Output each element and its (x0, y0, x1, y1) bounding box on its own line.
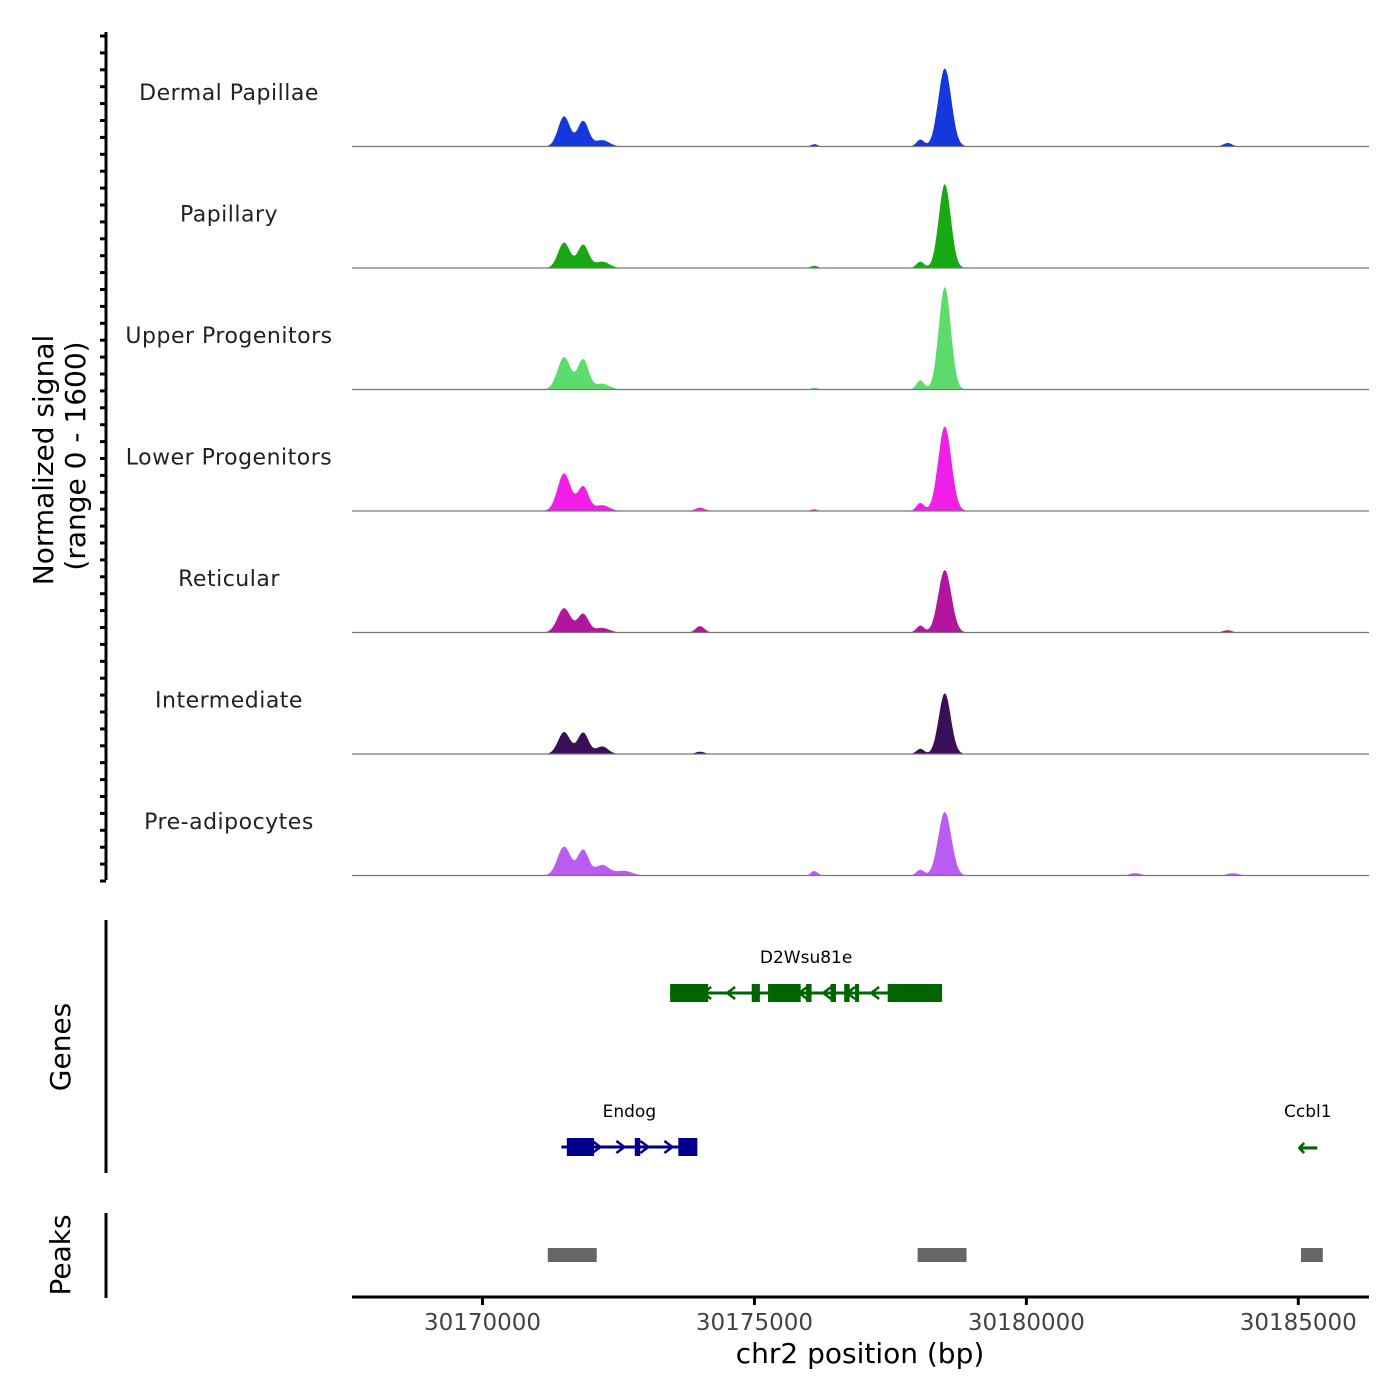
coverage-track: Lower Progenitors (126, 426, 1369, 512)
strand-arrow-icon (615, 1140, 627, 1154)
gene-name: D2Wsu81e (760, 948, 852, 968)
gene: Endog (561, 1102, 698, 1156)
x-tick-label: 30180000 (968, 1310, 1085, 1336)
gene-exon (844, 984, 850, 1002)
track-label: Papillary (180, 203, 278, 228)
gene-exon (887, 984, 899, 1002)
coverage-track: Papillary (180, 183, 1369, 269)
peak-region (547, 1248, 597, 1262)
coverage-area (352, 569, 1369, 633)
coverage-y-label-line1: Normalized signal (27, 335, 60, 586)
coverage-track: Reticular (178, 567, 1369, 634)
gene: D2Wsu81e (670, 948, 943, 1002)
track-label: Reticular (178, 567, 280, 592)
peak-region (1301, 1248, 1323, 1262)
track-label: Lower Progenitors (126, 446, 332, 471)
gene-exon (634, 1138, 641, 1156)
gene-exon (806, 984, 812, 1002)
x-axis-label: chr2 position (bp) (736, 1337, 985, 1370)
coverage-area (352, 811, 1369, 876)
coverage-y-label-line2: (range 0 - 1600) (59, 341, 92, 570)
track-label: Upper Progenitors (125, 324, 332, 349)
gene-exon (855, 984, 860, 1002)
gene-annotations: D2Wsu81e Endog Ccbl1 ← (561, 948, 1332, 1163)
coverage-track: Dermal Papillae (139, 68, 1369, 148)
strand-arrow-icon (725, 986, 736, 1000)
coverage-area (352, 693, 1369, 754)
gene-exon (768, 984, 801, 1002)
strand-arrow-icon (591, 1140, 603, 1154)
gene-exon (751, 984, 760, 1002)
gene-exon (678, 1138, 698, 1156)
x-axis-ticks: 30170000 30175000 30180000 30185000 (424, 1297, 1357, 1336)
track-label: Pre-adipocytes (144, 810, 314, 835)
coverage-tracks: Dermal Papillae Papillary Upper Progenitor… (125, 68, 1369, 877)
coverage-track: Upper Progenitors (125, 286, 1369, 391)
peaks-y-label: Peaks (44, 1214, 77, 1295)
coverage-y-axis (100, 32, 108, 883)
peak-region (917, 1248, 967, 1262)
coverage-track: Intermediate (155, 689, 1369, 755)
coverage-area (352, 286, 1369, 390)
track-label: Intermediate (155, 689, 303, 714)
x-tick-label: 30185000 (1240, 1310, 1357, 1336)
gene-name: Endog (603, 1102, 657, 1122)
gene-exon (566, 1138, 595, 1156)
coverage-area (352, 426, 1369, 511)
strand-arrow-icon (639, 1140, 651, 1154)
strand-arrow-icon: ← (1297, 1133, 1319, 1163)
gene: Ccbl1 ← (1284, 1102, 1332, 1163)
strand-arrow-icon (663, 1140, 675, 1154)
coverage-y-ticks (100, 34, 106, 883)
x-tick-label: 30170000 (424, 1310, 541, 1336)
track-label: Dermal Papillae (139, 81, 319, 106)
gene-exon (670, 984, 709, 1002)
gene-exon (830, 984, 837, 1002)
coverage-area (352, 68, 1369, 147)
peak-regions (547, 1248, 1323, 1262)
gene-name: Ccbl1 (1284, 1102, 1332, 1122)
strand-arrow-icon (821, 986, 832, 1000)
strand-arrow-icon (869, 986, 880, 1000)
coverage-track: Pre-adipocytes (144, 810, 1369, 877)
x-tick-label: 30175000 (696, 1310, 813, 1336)
genes-y-label: Genes (44, 1003, 77, 1091)
coverage-area (352, 183, 1369, 268)
gene-exon (898, 984, 943, 1002)
